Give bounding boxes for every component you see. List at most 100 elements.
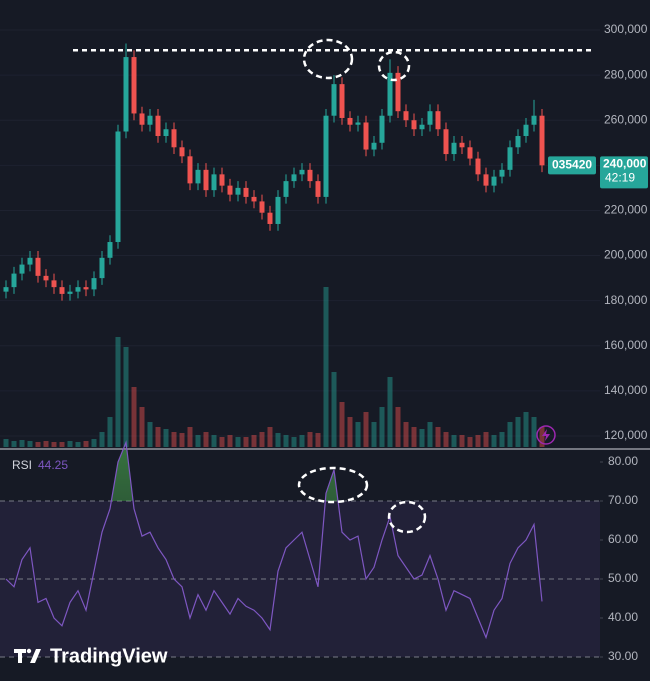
last-price-label: 240,000 (603, 157, 647, 171)
volume-bar (411, 427, 417, 447)
candle-body (419, 124, 425, 130)
candle-body (531, 115, 537, 125)
volume-bar (395, 407, 401, 447)
rsi-tick-label: 80.00 (608, 454, 638, 468)
volume-bar (459, 435, 465, 447)
volume-bar (11, 441, 17, 447)
candle-body (251, 196, 257, 202)
volume-bar (331, 372, 337, 447)
volume-bar (523, 412, 529, 447)
candle-body (499, 169, 505, 177)
candle-body (227, 185, 233, 195)
volume-bar (387, 377, 393, 447)
candle-body (483, 174, 489, 186)
candle-body (3, 287, 9, 292)
volume-bar (3, 439, 9, 447)
annotations (297, 38, 427, 534)
candle-body (155, 115, 161, 137)
y-tick-label: 120,000 (604, 428, 648, 442)
volume-bar (363, 412, 369, 447)
volume-bar (507, 422, 513, 447)
volume-bar (179, 433, 185, 447)
volume-bar (155, 427, 161, 447)
rsi-tick-label: 60.00 (608, 532, 638, 546)
candle-body (507, 147, 513, 170)
candle-body (59, 287, 65, 294)
candle-body (187, 156, 193, 184)
y-tick-label: 180,000 (604, 293, 648, 307)
volume-bar (299, 435, 305, 447)
candle-body (171, 129, 177, 148)
volume-bar (419, 429, 425, 447)
volume-bar (283, 435, 289, 447)
volume-bar (19, 440, 25, 447)
candle-body (27, 257, 33, 265)
annotation-ellipse (387, 500, 427, 534)
candle-body (371, 142, 377, 150)
candle-body (379, 115, 385, 143)
candle-body (411, 120, 417, 130)
volume-bar (211, 435, 217, 447)
volume-bar (43, 441, 49, 447)
volume-bar (139, 407, 145, 447)
candle-body (235, 187, 241, 195)
brand: TradingView (50, 645, 168, 667)
candle-body (515, 136, 521, 148)
candle-body (203, 169, 209, 191)
volume-bar (67, 441, 73, 447)
candle-body (179, 147, 185, 157)
volume-bar (443, 432, 449, 447)
volume-bar (435, 427, 441, 447)
symbol-tag (548, 156, 596, 175)
candle-body (243, 187, 249, 197)
volume-bar (115, 337, 121, 447)
candle-body (283, 181, 289, 197)
volume-bar (467, 437, 473, 447)
volume-bar (315, 433, 321, 447)
candle-body (51, 280, 57, 288)
volume-bar (539, 427, 545, 447)
candle-body (83, 287, 89, 290)
volume-bar (195, 435, 201, 447)
candle-body (107, 242, 113, 258)
candle-body (67, 291, 73, 294)
candle-body (275, 196, 281, 224)
candle-body (195, 169, 201, 184)
volume-bar (355, 422, 361, 447)
candle-body (331, 84, 337, 116)
candle-body (259, 201, 265, 213)
candle-body (123, 57, 129, 132)
volume-bar (235, 437, 241, 447)
candle-body (75, 287, 81, 292)
candle-body (491, 176, 497, 186)
candle-body (523, 124, 529, 137)
annotation-ellipse (302, 38, 354, 80)
candle-body (475, 158, 481, 175)
volume-bar (27, 441, 33, 447)
volume-bar (83, 441, 89, 447)
candle-body (347, 117, 353, 125)
volume-bar (251, 435, 257, 447)
volume-bar (499, 432, 505, 447)
candle-body (163, 129, 169, 137)
volume-bar (347, 417, 353, 447)
volume-bar (75, 442, 81, 447)
volume-bar (323, 287, 329, 447)
candle-body (403, 111, 409, 121)
volume-bar (187, 427, 193, 447)
volume-bar (427, 422, 433, 447)
alert-icon[interactable] (536, 425, 556, 445)
volume-bar (123, 347, 129, 447)
candle-body (443, 129, 449, 155)
rsi-tick-label: 70.00 (608, 493, 638, 507)
y-tick-label: 300,000 (604, 22, 648, 36)
volume-bar (171, 432, 177, 447)
volume-bar (219, 437, 225, 447)
symbol-label: 035420 (552, 158, 592, 172)
candle-body (395, 72, 401, 112)
volume-bar (259, 432, 265, 447)
volume-bar (227, 435, 233, 447)
candle-body (139, 113, 145, 125)
y-tick-label: 200,000 (604, 248, 648, 262)
